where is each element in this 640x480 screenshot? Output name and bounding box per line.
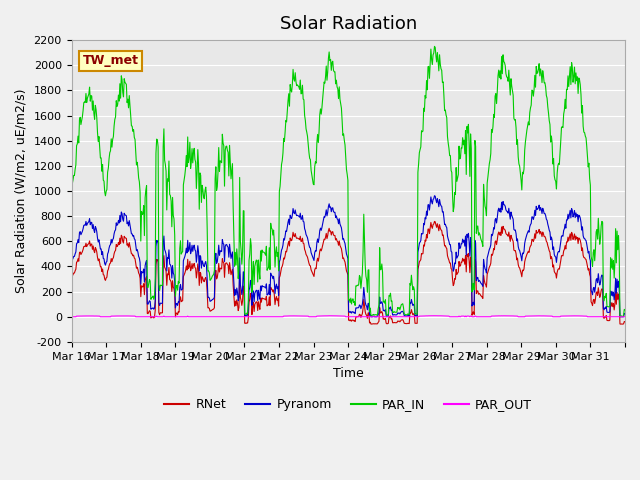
Line: RNet: RNet <box>72 221 625 324</box>
Pyranom <box>262 285 269 291</box>
Legend: RNet, Pyranom, PAR_IN, PAR_OUT: RNet, Pyranom, PAR_IN, PAR_OUT <box>159 394 537 417</box>
PAR_OUT <box>437 313 445 319</box>
Text: TW_met: TW_met <box>83 54 139 67</box>
PAR_IN <box>68 195 76 201</box>
PAR_OUT <box>431 313 438 319</box>
Title: Solar Radiation: Solar Radiation <box>280 15 417 33</box>
RNet <box>234 308 242 313</box>
Pyranom <box>406 300 414 306</box>
Pyranom <box>132 248 140 253</box>
RNet <box>68 278 76 284</box>
Pyranom <box>367 314 375 320</box>
PAR_IN <box>617 314 625 320</box>
PAR_IN <box>234 276 242 281</box>
PAR_IN <box>431 44 438 49</box>
Line: Pyranom: Pyranom <box>72 196 625 317</box>
PAR_OUT <box>621 314 629 320</box>
PAR_IN <box>405 312 413 317</box>
PAR_IN <box>132 162 140 168</box>
Line: PAR_IN: PAR_IN <box>72 47 625 317</box>
Pyranom <box>431 193 438 199</box>
Pyranom <box>621 311 629 317</box>
PAR_OUT <box>132 314 140 320</box>
PAR_IN <box>621 307 629 312</box>
PAR_OUT <box>405 314 413 320</box>
PAR_IN <box>283 119 291 125</box>
PAR_IN <box>437 66 445 72</box>
RNet <box>618 321 626 327</box>
Y-axis label: Solar Radiation (W/m2, uE/m2/s): Solar Radiation (W/m2, uE/m2/s) <box>15 89 28 293</box>
RNet <box>262 297 269 303</box>
PAR_OUT <box>234 314 242 320</box>
RNet <box>283 249 291 255</box>
Line: PAR_OUT: PAR_OUT <box>72 316 625 317</box>
Pyranom <box>438 204 445 209</box>
Pyranom <box>234 298 242 303</box>
RNet <box>431 218 438 224</box>
RNet <box>621 319 629 324</box>
RNet <box>437 227 445 233</box>
Pyranom <box>68 263 76 269</box>
PAR_IN <box>262 252 269 258</box>
PAR_OUT <box>68 314 76 320</box>
Pyranom <box>283 228 291 234</box>
X-axis label: Time: Time <box>333 367 364 380</box>
RNet <box>405 321 413 326</box>
PAR_OUT <box>283 313 291 319</box>
PAR_OUT <box>262 314 269 320</box>
RNet <box>132 265 140 271</box>
